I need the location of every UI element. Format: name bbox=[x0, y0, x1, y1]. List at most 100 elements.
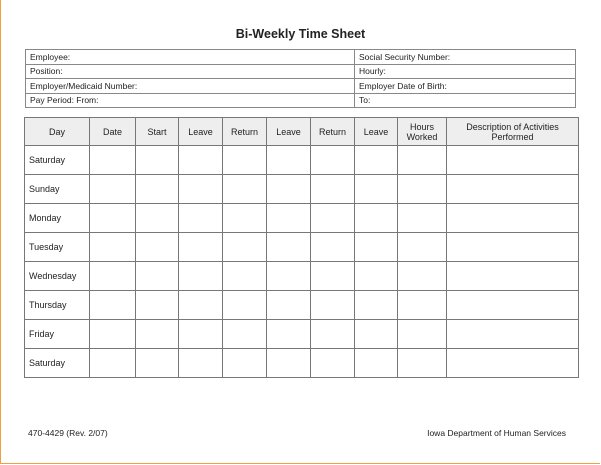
time-cell[interactable] bbox=[222, 203, 267, 233]
time-cell[interactable] bbox=[178, 348, 223, 378]
time-cell[interactable] bbox=[178, 203, 223, 233]
time-cell[interactable] bbox=[89, 348, 136, 378]
time-cell[interactable] bbox=[354, 348, 398, 378]
time-cell[interactable] bbox=[222, 348, 267, 378]
time-cell[interactable] bbox=[222, 145, 267, 175]
day-row: Friday bbox=[24, 319, 579, 349]
time-cell[interactable] bbox=[354, 290, 398, 320]
column-header: Date bbox=[89, 117, 136, 146]
time-cell[interactable] bbox=[397, 290, 447, 320]
time-cell[interactable] bbox=[266, 348, 311, 378]
time-cell[interactable] bbox=[266, 319, 311, 349]
info-row: Employer/Medicaid Number: Employer Date o… bbox=[25, 78, 576, 94]
day-row: Monday bbox=[24, 203, 579, 233]
time-cell[interactable] bbox=[310, 174, 355, 204]
time-cell[interactable] bbox=[354, 319, 398, 349]
info-field-right[interactable]: Employer Date of Birth: bbox=[354, 78, 576, 94]
time-cell[interactable] bbox=[222, 290, 267, 320]
time-cell[interactable] bbox=[178, 261, 223, 291]
time-cell[interactable] bbox=[266, 290, 311, 320]
time-cell[interactable] bbox=[222, 261, 267, 291]
info-field-right[interactable]: Hourly: bbox=[354, 63, 576, 79]
time-cell[interactable] bbox=[89, 203, 136, 233]
time-cell[interactable] bbox=[135, 290, 179, 320]
info-field-left[interactable]: Pay Period: From: bbox=[25, 92, 355, 108]
column-header: Description of Activities Performed bbox=[446, 117, 579, 146]
time-cell[interactable] bbox=[446, 145, 579, 175]
time-cell[interactable] bbox=[446, 232, 579, 262]
timesheet-table: Day Date Start Leave Return Leave Return Leave H… bbox=[24, 117, 579, 378]
time-cell[interactable] bbox=[397, 348, 447, 378]
time-cell[interactable] bbox=[397, 261, 447, 291]
time-cell[interactable] bbox=[397, 319, 447, 349]
time-cell[interactable] bbox=[446, 348, 579, 378]
day-label: Tuesday bbox=[24, 232, 90, 262]
time-cell[interactable] bbox=[354, 145, 398, 175]
column-header: Day bbox=[24, 117, 90, 146]
time-cell[interactable] bbox=[310, 261, 355, 291]
time-cell[interactable] bbox=[354, 261, 398, 291]
time-cell[interactable] bbox=[178, 232, 223, 262]
column-header: Return bbox=[310, 117, 355, 146]
time-cell[interactable] bbox=[446, 290, 579, 320]
time-cell[interactable] bbox=[310, 348, 355, 378]
time-cell[interactable] bbox=[310, 203, 355, 233]
time-cell[interactable] bbox=[89, 261, 136, 291]
column-header: Leave bbox=[266, 117, 311, 146]
time-cell[interactable] bbox=[310, 290, 355, 320]
time-cell[interactable] bbox=[354, 203, 398, 233]
time-cell[interactable] bbox=[89, 145, 136, 175]
time-cell[interactable] bbox=[135, 145, 179, 175]
info-field-left[interactable]: Position: bbox=[25, 63, 355, 79]
employee-info-table: Employee: Social Security Number: Position… bbox=[25, 49, 576, 108]
time-cell[interactable] bbox=[446, 203, 579, 233]
time-cell[interactable] bbox=[266, 203, 311, 233]
info-field-right[interactable]: To: bbox=[354, 92, 576, 108]
info-row: Position: Hourly: bbox=[25, 63, 576, 79]
time-cell[interactable] bbox=[354, 232, 398, 262]
day-label: Wednesday bbox=[24, 261, 90, 291]
time-cell[interactable] bbox=[266, 145, 311, 175]
column-header: Leave bbox=[354, 117, 398, 146]
time-cell[interactable] bbox=[397, 174, 447, 204]
time-cell[interactable] bbox=[446, 319, 579, 349]
time-cell[interactable] bbox=[222, 174, 267, 204]
time-cell[interactable] bbox=[222, 232, 267, 262]
time-cell[interactable] bbox=[178, 145, 223, 175]
time-cell[interactable] bbox=[446, 174, 579, 204]
time-cell[interactable] bbox=[135, 261, 179, 291]
time-cell[interactable] bbox=[397, 232, 447, 262]
time-cell[interactable] bbox=[266, 261, 311, 291]
time-cell[interactable] bbox=[135, 232, 179, 262]
time-cell[interactable] bbox=[354, 174, 398, 204]
info-field-left[interactable]: Employer/Medicaid Number: bbox=[25, 78, 355, 94]
time-cell[interactable] bbox=[397, 203, 447, 233]
time-cell[interactable] bbox=[310, 232, 355, 262]
time-cell[interactable] bbox=[446, 261, 579, 291]
time-cell[interactable] bbox=[266, 232, 311, 262]
time-cell[interactable] bbox=[89, 174, 136, 204]
time-cell[interactable] bbox=[397, 145, 447, 175]
time-cell[interactable] bbox=[178, 319, 223, 349]
agency-name: Iowa Department of Human Services bbox=[427, 428, 566, 438]
time-cell[interactable] bbox=[135, 174, 179, 204]
time-cell[interactable] bbox=[266, 174, 311, 204]
time-cell[interactable] bbox=[310, 145, 355, 175]
time-cell[interactable] bbox=[89, 290, 136, 320]
time-cell[interactable] bbox=[178, 290, 223, 320]
time-cell[interactable] bbox=[222, 319, 267, 349]
time-cell[interactable] bbox=[135, 319, 179, 349]
time-cell[interactable] bbox=[310, 319, 355, 349]
info-field-left[interactable]: Employee: bbox=[25, 49, 355, 65]
time-cell[interactable] bbox=[135, 203, 179, 233]
time-cell[interactable] bbox=[89, 319, 136, 349]
day-row: Saturday bbox=[24, 145, 579, 175]
info-field-right[interactable]: Social Security Number: bbox=[354, 49, 576, 65]
page-title: Bi-Weekly Time Sheet bbox=[235, 27, 366, 41]
day-label: Saturday bbox=[24, 145, 90, 175]
day-row: Thursday bbox=[24, 290, 579, 320]
time-cell[interactable] bbox=[135, 348, 179, 378]
time-cell[interactable] bbox=[178, 174, 223, 204]
time-cell[interactable] bbox=[89, 232, 136, 262]
